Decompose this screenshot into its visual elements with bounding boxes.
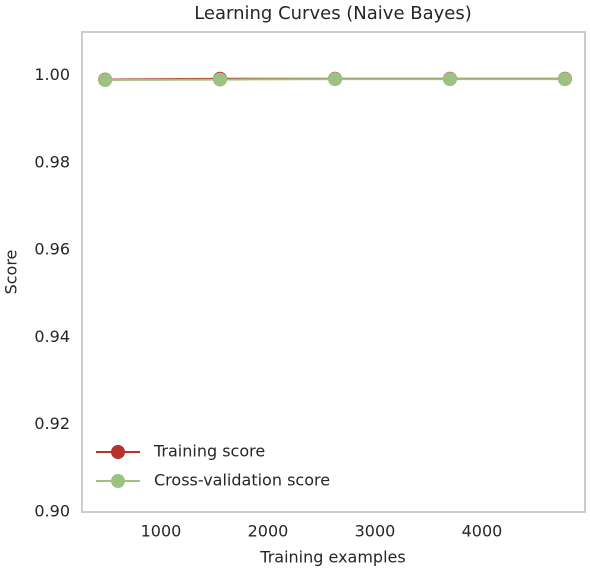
- x-tick-label: 2000: [248, 522, 289, 541]
- y-tick-label: 0.90: [34, 502, 70, 521]
- x-tick-label: 4000: [462, 522, 503, 541]
- legend-label: Cross-validation score: [154, 471, 330, 490]
- y-axis-label: Score: [2, 250, 21, 295]
- y-tick-label: 0.94: [34, 327, 70, 346]
- x-tick-label: 3000: [355, 522, 396, 541]
- legend-marker: [111, 474, 125, 488]
- y-tick-label: 0.92: [34, 414, 70, 433]
- y-tick-label: 1.00: [34, 65, 70, 84]
- y-tick-label: 0.98: [34, 152, 70, 171]
- point: [557, 72, 572, 87]
- legend-label: Training score: [153, 442, 265, 461]
- point: [328, 72, 343, 87]
- point: [213, 72, 228, 87]
- x-axis-label: Training examples: [259, 548, 405, 567]
- plot-frame: [81, 31, 586, 513]
- x-tick-label: 1000: [141, 522, 182, 541]
- point: [98, 73, 113, 87]
- point: [442, 72, 457, 87]
- legend-marker: [111, 445, 125, 459]
- y-tick-label: 0.96: [34, 240, 70, 259]
- chart-title: Learning Curves (Naive Bayes): [194, 3, 472, 24]
